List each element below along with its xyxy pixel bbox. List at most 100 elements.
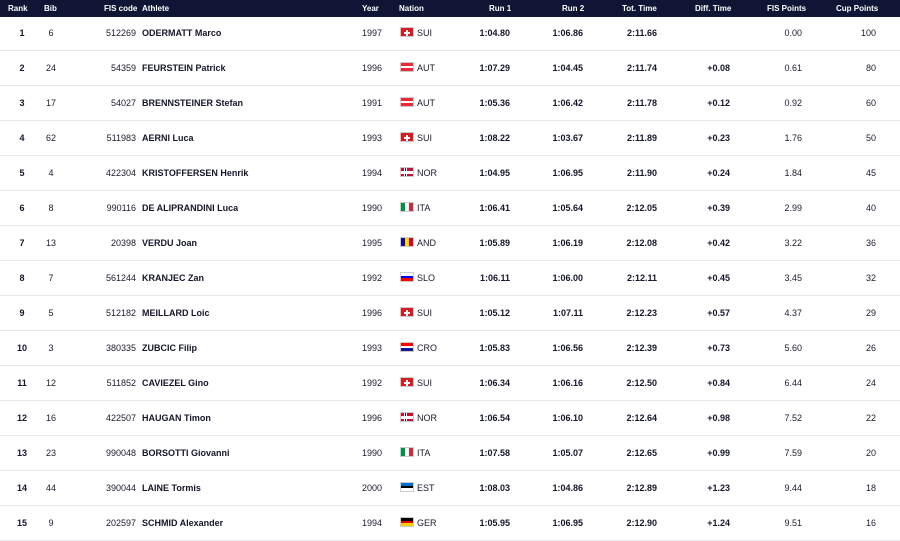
cell-bib: 7 (48, 273, 54, 283)
norway-flag-icon (400, 167, 414, 177)
table-row[interactable]: 9 5 512182 MEILLARD Loic 1996 SUI 1:05.12 1:07.… (0, 297, 900, 331)
cell-fis-code: 20398 (110, 238, 136, 248)
cell-fis-code: 54027 (110, 98, 136, 108)
cell-run1: 1:06.41 (479, 203, 510, 213)
cell-year: 1994 (361, 168, 382, 178)
cell-athlete[interactable]: DE ALIPRANDINI Luca (142, 203, 239, 213)
header-diff-time[interactable]: Diff. Time (695, 4, 732, 13)
cell-fis-code: 511852 (106, 378, 136, 388)
table-row[interactable]: 13 23 990048 BORSOTTI Giovanni 1990 ITA 1:07.5… (0, 437, 900, 471)
cell-diff-time: +0.45 (707, 273, 730, 283)
cell-athlete[interactable]: FEURSTEIN Patrick (142, 63, 226, 73)
cell-nation: SUI (417, 28, 433, 38)
cell-athlete[interactable]: MEILLARD Loic (142, 308, 210, 318)
header-nation[interactable]: Nation (399, 4, 424, 13)
table-row[interactable]: 6 8 990116 DE ALIPRANDINI Luca 1990 ITA 1:06.4… (0, 192, 900, 226)
cell-fis-points: 0.92 (784, 98, 802, 108)
swiss-flag-icon (400, 27, 414, 37)
cell-nation: AND (417, 238, 437, 248)
cell-year: 1996 (361, 413, 382, 423)
cell-athlete[interactable]: AERNI Luca (142, 133, 194, 143)
croatia-flag-icon (400, 342, 414, 352)
table-row[interactable]: 3 17 54027 BRENNSTEINER Stefan 1991 AUT 1:05.3… (0, 87, 900, 121)
cell-bib: 17 (45, 98, 56, 108)
cell-fis-points: 1.84 (784, 168, 802, 178)
header-fis-code[interactable]: FIS code (104, 4, 138, 13)
table-row[interactable]: 7 13 20398 VERDU Joan 1995 AND 1:05.89 1:06.19 2… (0, 227, 900, 261)
cell-cup-points: 36 (865, 238, 876, 248)
table-row[interactable]: 8 7 561244 KRANJEC Zan 1992 SLO 1:06.11 1:06.00… (0, 262, 900, 296)
austria-flag-icon (400, 97, 414, 107)
header-fis-points[interactable]: FIS Points (767, 4, 807, 13)
cell-cup-points: 45 (865, 168, 876, 178)
cell-diff-time: +0.98 (707, 413, 730, 423)
cell-athlete[interactable]: ODERMATT Marco (142, 28, 222, 38)
table-row[interactable]: 5 4 422304 KRISTOFFERSEN Henrik 1994 NOR 1:04.… (0, 157, 900, 191)
cell-athlete[interactable]: CAVIEZEL Gino (142, 378, 209, 388)
cell-bib: 23 (45, 448, 56, 458)
cell-run1: 1:06.11 (479, 273, 510, 283)
cell-cup-points: 18 (865, 483, 876, 493)
cell-bib: 13 (45, 238, 56, 248)
header-bib[interactable]: Bib (44, 4, 57, 13)
table-row[interactable]: 1 6 512269 ODERMATT Marco 1997 SUI 1:04.80 1:06… (0, 17, 900, 51)
cell-fis-points: 9.44 (784, 483, 802, 493)
cell-fis-code: 422304 (105, 168, 136, 178)
cell-athlete[interactable]: BRENNSTEINER Stefan (142, 98, 244, 108)
cell-athlete[interactable]: HAUGAN Timon (142, 413, 211, 423)
cell-rank: 6 (19, 203, 25, 213)
header-year[interactable]: Year (362, 4, 379, 13)
cell-run1: 1:05.83 (479, 343, 510, 353)
cell-nation: CRO (417, 343, 437, 353)
cell-fis-points: 6.44 (784, 378, 802, 388)
table-row[interactable]: 2 24 54359 FEURSTEIN Patrick 1996 AUT 1:07.29 1… (0, 52, 900, 86)
cell-run2: 1:06.95 (552, 518, 583, 528)
cell-athlete[interactable]: BORSOTTI Giovanni (142, 448, 230, 458)
cell-nation: SUI (417, 378, 433, 388)
cell-athlete[interactable]: ZUBCIC Filip (142, 343, 197, 353)
header-athlete[interactable]: Athlete (142, 4, 170, 13)
header-run1[interactable]: Run 1 (489, 4, 512, 13)
cell-fis-code: 202597 (105, 518, 136, 528)
cell-rank: 1 (19, 28, 25, 38)
cell-athlete[interactable]: SCHMID Alexander (142, 518, 224, 528)
cell-rank: 8 (19, 273, 25, 283)
cell-fis-code: 511983 (106, 133, 136, 143)
swiss-flag-icon (400, 132, 414, 142)
cell-athlete[interactable]: KRANJEC Zan (142, 273, 205, 283)
cell-nation: SUI (417, 133, 433, 143)
cell-cup-points: 50 (865, 133, 876, 143)
cell-rank: 13 (16, 448, 27, 458)
italy-flag-icon (400, 447, 414, 457)
norway-flag-icon (400, 412, 414, 422)
cell-tot-time: 2:12.90 (626, 518, 657, 528)
cell-run1: 1:05.36 (479, 98, 510, 108)
cell-rank: 10 (16, 343, 27, 353)
header-run2[interactable]: Run 2 (562, 4, 585, 13)
cell-tot-time: 2:12.05 (626, 203, 657, 213)
cell-nation: NOR (417, 168, 437, 178)
cell-athlete[interactable]: KRISTOFFERSEN Henrik (142, 168, 249, 178)
table-row[interactable]: 12 16 422507 HAUGAN Timon 1996 NOR 1:06.54 1:06… (0, 402, 900, 436)
cell-athlete[interactable]: LAINE Tormis (142, 483, 201, 493)
table-row[interactable]: 11 12 511852 CAVIEZEL Gino 1992 SUI 1:06.34 1:0… (0, 367, 900, 401)
results-table-header: Rank Bib FIS code Athlete Year Nation Ru… (0, 0, 900, 17)
cell-tot-time: 2:11.90 (626, 168, 657, 178)
cell-rank: 15 (16, 518, 27, 528)
cell-tot-time: 2:12.08 (626, 238, 657, 248)
cell-run1: 1:04.80 (479, 28, 510, 38)
cell-tot-time: 2:12.64 (626, 413, 657, 423)
header-cup-points[interactable]: Cup Points (836, 4, 879, 13)
cell-athlete[interactable]: VERDU Joan (142, 238, 198, 248)
cell-fis-code: 422507 (105, 413, 136, 423)
header-rank[interactable]: Rank (8, 4, 28, 13)
table-row[interactable]: 14 44 390044 LAINE Tormis 2000 EST 1:08.03 1:04… (0, 472, 900, 506)
header-tot-time[interactable]: Tot. Time (622, 4, 657, 13)
cell-run1: 1:06.54 (479, 413, 510, 423)
table-row[interactable]: 10 3 380335 ZUBCIC Filip 1993 CRO 1:05.83 1:06.… (0, 332, 900, 366)
table-row[interactable]: 15 9 202597 SCHMID Alexander 1994 GER 1:05.95 1… (0, 507, 900, 541)
cell-diff-time: +0.73 (707, 343, 730, 353)
austria-flag-icon (400, 62, 414, 72)
table-row[interactable]: 4 62 511983 AERNI Luca 1993 SUI 1:08.22 1:03.67… (0, 122, 900, 156)
cell-run1: 1:07.58 (479, 448, 510, 458)
